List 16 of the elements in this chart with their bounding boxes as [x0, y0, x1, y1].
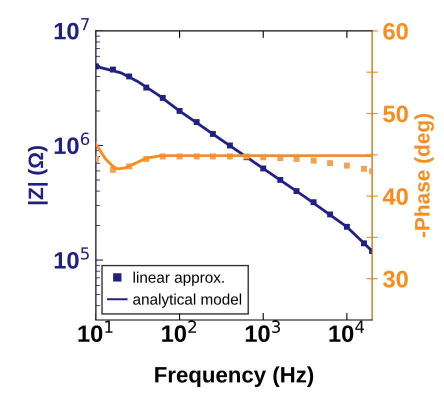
x-tick-label: 10$^{1}$ — [78, 320, 112, 342]
legend-label: linear approx. — [134, 272, 224, 286]
x-tick-label: 10$^{2}$ — [162, 320, 196, 342]
x-tick-label: 10$^{3}$ — [246, 320, 280, 342]
x-tick-label: 10$^{4}$ — [329, 320, 364, 342]
y2-tick-label: 50 — [383, 106, 408, 122]
y2-tick-label: 60 — [383, 22, 408, 40]
y-tick-label: 10$^{7}$ — [54, 18, 89, 40]
y-tick-label: 10$^{6}$ — [54, 132, 90, 154]
y2-tick-label: 40 — [382, 188, 408, 205]
x-axis-title: Frequency (Hz) — [155, 366, 314, 388]
legend-label: analytical model — [133, 294, 242, 308]
y2-axis-title: -Phase (deg) — [414, 114, 434, 238]
y2-tick-label: 30 — [383, 270, 408, 288]
y-axis-title: |Z| (Ω) — [28, 146, 48, 204]
y-tick-label: 10$^{5}$ — [54, 247, 89, 269]
